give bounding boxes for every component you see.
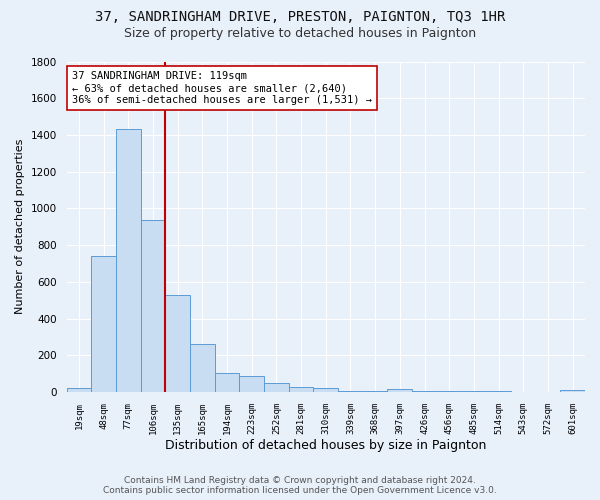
Text: 37 SANDRINGHAM DRIVE: 119sqm
← 63% of detached houses are smaller (2,640)
36% of: 37 SANDRINGHAM DRIVE: 119sqm ← 63% of de… — [72, 72, 372, 104]
Bar — [313, 388, 338, 392]
Text: Size of property relative to detached houses in Paignton: Size of property relative to detached ho… — [124, 28, 476, 40]
Bar — [116, 130, 140, 392]
Bar — [560, 390, 585, 392]
Y-axis label: Number of detached properties: Number of detached properties — [15, 139, 25, 314]
Bar — [165, 294, 190, 392]
Bar — [67, 388, 91, 392]
Bar — [91, 256, 116, 392]
Bar — [239, 376, 264, 392]
X-axis label: Distribution of detached houses by size in Paignton: Distribution of detached houses by size … — [165, 440, 487, 452]
Text: Contains HM Land Registry data © Crown copyright and database right 2024.
Contai: Contains HM Land Registry data © Crown c… — [103, 476, 497, 495]
Bar — [289, 387, 313, 392]
Bar — [140, 220, 165, 392]
Bar — [388, 390, 412, 392]
Bar — [338, 390, 363, 392]
Bar — [264, 384, 289, 392]
Text: 37, SANDRINGHAM DRIVE, PRESTON, PAIGNTON, TQ3 1HR: 37, SANDRINGHAM DRIVE, PRESTON, PAIGNTON… — [95, 10, 505, 24]
Bar — [215, 373, 239, 392]
Bar — [190, 344, 215, 392]
